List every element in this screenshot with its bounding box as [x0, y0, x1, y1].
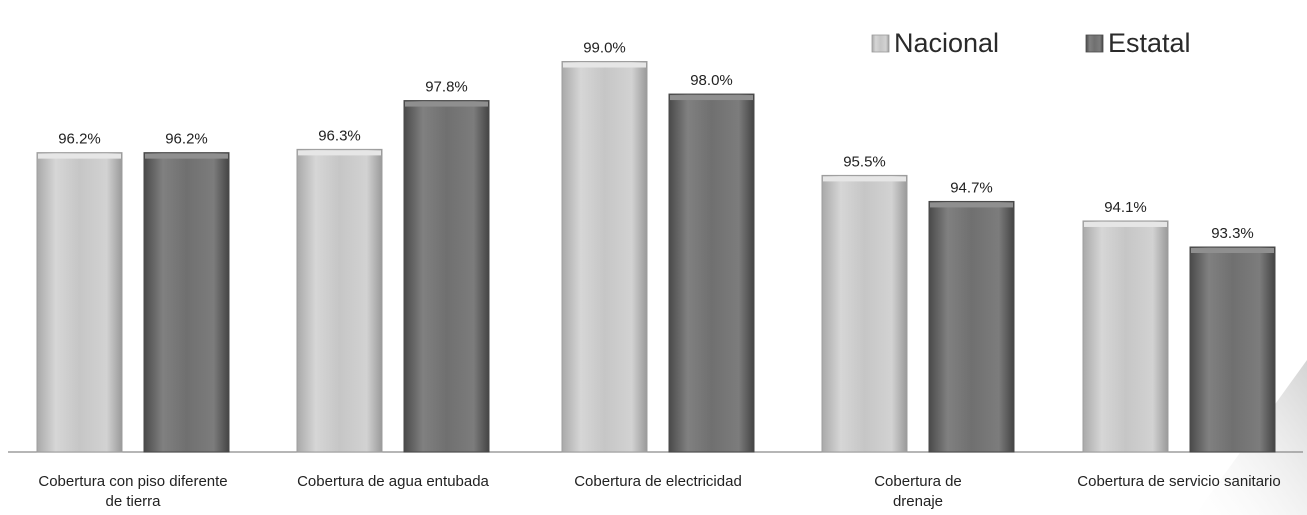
category-label-0-line-1: de tierra [105, 493, 161, 510]
bar-estatal-0-body [143, 152, 230, 453]
legend-swatch-nacional [871, 34, 890, 53]
legend-label-nacional: Nacional [894, 28, 999, 58]
legend-item-estatal: Estatal [1085, 28, 1191, 58]
category-label-4-line-0: Cobertura de servicio sanitario [1077, 473, 1280, 490]
bar-estatal-3-top-highlight [930, 202, 1013, 208]
legend-label-estatal: Estatal [1108, 28, 1191, 58]
data-label-estatal-3: 94.7% [950, 179, 993, 196]
data-label-nacional-2: 99.0% [583, 40, 626, 57]
bar-estatal-4-body [1189, 246, 1276, 453]
bar-nacional-4-body [1082, 220, 1169, 453]
bar-estatal-1-top-highlight [405, 101, 488, 107]
bar-estatal-2 [668, 93, 755, 453]
legend-item-nacional: Nacional [871, 28, 999, 58]
bar-nacional-4-top-highlight [1084, 221, 1167, 227]
bar-estatal-1 [403, 100, 490, 453]
bar-estatal-3 [928, 200, 1015, 453]
bar-nacional-1-body [296, 148, 383, 453]
bar-estatal-4-top-highlight [1191, 248, 1274, 253]
bar-nacional-2-body [561, 61, 648, 453]
category-label-1-line-0: Cobertura de agua entubada [297, 473, 489, 490]
data-labels-layer: 96.2% 96.2% 96.3% 97.8% 99.0% 98.0% 95.5% 94.7%… [58, 40, 1254, 242]
bar-estatal-0 [143, 152, 230, 453]
data-label-nacional-0: 96.2% [58, 131, 101, 148]
data-label-nacional-4: 94.1% [1104, 199, 1147, 216]
bar-nacional-3-body [821, 174, 908, 453]
data-label-estatal-1: 97.8% [425, 79, 468, 96]
bar-nacional-0-body [36, 152, 123, 453]
bar-estatal-4 [1189, 246, 1276, 453]
data-label-estatal-0: 96.2% [165, 131, 208, 148]
bar-estatal-2-top-highlight [670, 95, 753, 101]
data-label-estatal-4: 93.3% [1211, 225, 1254, 242]
category-label-3-line-0: Cobertura de [874, 473, 962, 490]
bar-nacional-0 [36, 152, 123, 453]
bar-nacional-1 [296, 148, 383, 453]
bar-nacional-4 [1082, 220, 1169, 453]
data-label-estatal-2: 98.0% [690, 72, 733, 89]
bars-layer [36, 61, 1276, 453]
category-label-0-line-0: Cobertura con piso diferente [38, 473, 227, 490]
bar-nacional-1-top-highlight [298, 150, 381, 156]
data-label-nacional-3: 95.5% [843, 153, 886, 170]
bar-estatal-3-body [928, 200, 1015, 453]
category-label-2-line-0: Cobertura de electricidad [574, 473, 742, 490]
bar-estatal-2-body [668, 93, 755, 453]
category-label-3-line-1: drenaje [893, 493, 943, 510]
category-labels-layer: Cobertura con piso diferente de tierra Cob… [38, 473, 1280, 510]
bar-nacional-0-top-highlight [38, 153, 121, 159]
legend-swatch-estatal [1085, 34, 1104, 53]
bar-nacional-3 [821, 174, 908, 453]
bar-estatal-1-body [403, 100, 490, 453]
data-label-nacional-1: 96.3% [318, 127, 361, 144]
bar-nacional-3-top-highlight [823, 176, 906, 182]
bar-nacional-2-top-highlight [563, 62, 646, 68]
bar-nacional-2 [561, 61, 648, 453]
legend: Nacional Estatal [871, 28, 1191, 58]
bar-estatal-0-top-highlight [145, 153, 228, 159]
